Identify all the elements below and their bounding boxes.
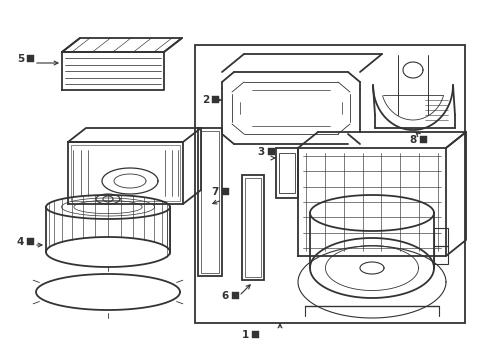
Bar — [231, 292, 239, 299]
Bar — [222, 188, 228, 195]
Bar — [244, 178, 261, 277]
Bar — [242, 175, 264, 280]
Bar — [275, 148, 297, 198]
Bar — [27, 238, 34, 245]
Text: 8: 8 — [409, 135, 416, 145]
Text: 4: 4 — [17, 237, 24, 247]
Bar — [433, 246, 447, 264]
Bar — [419, 136, 426, 143]
Bar — [195, 45, 464, 323]
Bar — [27, 55, 34, 62]
Text: 7: 7 — [211, 187, 219, 197]
Bar — [71, 145, 180, 201]
Bar — [267, 148, 274, 155]
Text: 2: 2 — [202, 95, 208, 105]
Text: 3: 3 — [257, 147, 264, 157]
Bar — [279, 153, 294, 193]
Bar — [201, 131, 219, 273]
Bar — [212, 96, 219, 103]
Bar — [433, 228, 447, 246]
Text: 6: 6 — [221, 291, 228, 301]
Bar — [251, 331, 259, 338]
Text: 5: 5 — [17, 54, 24, 64]
Text: 1: 1 — [241, 330, 248, 340]
Bar — [198, 128, 222, 276]
